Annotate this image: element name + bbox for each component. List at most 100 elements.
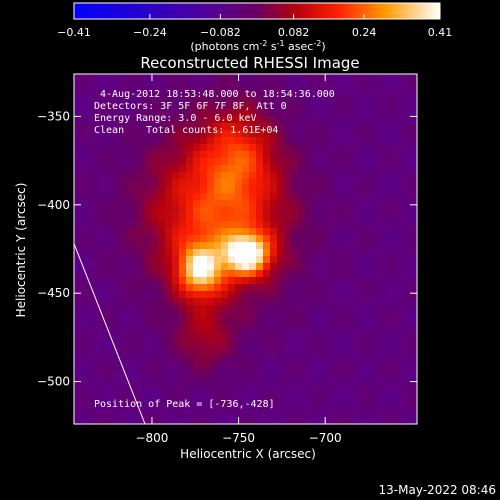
heatmap-cell: [249, 291, 257, 299]
heatmap-cell: [305, 172, 313, 180]
heatmap-cell: [242, 326, 250, 334]
heatmap-cell: [221, 242, 229, 250]
heatmap-cell: [193, 158, 201, 166]
heatmap-cell: [347, 249, 355, 257]
heatmap-cell: [109, 312, 117, 320]
heatmap-cell: [263, 361, 271, 369]
heatmap-cell: [151, 95, 159, 103]
heatmap-cell: [172, 214, 180, 222]
heatmap-cell: [382, 417, 390, 424]
heatmap-cell: [109, 305, 117, 313]
heatmap-cell: [284, 270, 292, 278]
heatmap-cell: [102, 277, 110, 285]
heatmap-cell: [74, 228, 82, 236]
heatmap-cell: [298, 396, 306, 404]
heatmap-cell: [200, 410, 208, 418]
heatmap-cell: [81, 312, 89, 320]
heatmap-cell: [228, 158, 236, 166]
heatmap-cell: [137, 382, 145, 390]
heatmap-cell: [116, 270, 124, 278]
heatmap-cell: [130, 102, 138, 110]
heatmap-cell: [326, 207, 334, 215]
heatmap-cell: [235, 347, 243, 355]
heatmap-cell: [410, 326, 417, 334]
heatmap-cell: [403, 354, 411, 362]
heatmap-cell: [172, 165, 180, 173]
heatmap-cell: [242, 298, 250, 306]
heatmap-cell: [186, 186, 194, 194]
heatmap-image: [74, 74, 417, 424]
heatmap-cell: [81, 214, 89, 222]
heatmap-cell: [403, 305, 411, 313]
heatmap-cell: [130, 284, 138, 292]
heatmap-cell: [326, 368, 334, 376]
heatmap-cell: [193, 340, 201, 348]
heatmap-cell: [319, 389, 327, 397]
heatmap-cell: [235, 165, 243, 173]
heatmap-cell: [88, 291, 96, 299]
heatmap-cell: [298, 368, 306, 376]
heatmap-cell: [95, 270, 103, 278]
heatmap-cell: [263, 109, 271, 117]
heatmap-cell: [312, 235, 320, 243]
heatmap-cell: [305, 389, 313, 397]
heatmap-cell: [144, 95, 152, 103]
heatmap-cell: [305, 291, 313, 299]
heatmap-cell: [277, 102, 285, 110]
heatmap-cell: [368, 137, 376, 145]
heatmap-cell: [319, 417, 327, 424]
heatmap-cell: [347, 312, 355, 320]
heatmap-cell: [207, 179, 215, 187]
heatmap-cell: [81, 158, 89, 166]
heatmap-cell: [109, 347, 117, 355]
heatmap-cell: [389, 186, 397, 194]
heatmap-cell: [319, 298, 327, 306]
heatmap-cell: [312, 228, 320, 236]
heatmap-cell: [228, 95, 236, 103]
heatmap-cell: [354, 235, 362, 243]
heatmap-cell: [312, 81, 320, 89]
heatmap-cell: [95, 95, 103, 103]
heatmap-cell: [172, 172, 180, 180]
heatmap-cell: [270, 88, 278, 96]
heatmap-cell: [179, 242, 187, 250]
heatmap-cell: [81, 228, 89, 236]
heatmap-cell: [347, 375, 355, 383]
heatmap-cell: [235, 102, 243, 110]
heatmap-cell: [312, 291, 320, 299]
heatmap-cell: [291, 130, 299, 138]
heatmap-cell: [228, 312, 236, 320]
heatmap-cell: [291, 123, 299, 131]
heatmap-cell: [200, 186, 208, 194]
heatmap-cell: [200, 354, 208, 362]
heatmap-cell: [130, 179, 138, 187]
heatmap-cell: [368, 417, 376, 424]
heatmap-cell: [88, 221, 96, 229]
heatmap-cell: [277, 186, 285, 194]
heatmap-cell: [284, 389, 292, 397]
heatmap-cell: [382, 200, 390, 208]
heatmap-cell: [221, 277, 229, 285]
heatmap-cell: [88, 144, 96, 152]
heatmap-cell: [263, 102, 271, 110]
heatmap-cell: [88, 228, 96, 236]
heatmap-cell: [200, 417, 208, 424]
heatmap-cell: [382, 361, 390, 369]
heatmap-cell: [221, 396, 229, 404]
heatmap-cell: [298, 263, 306, 271]
heatmap-cell: [277, 375, 285, 383]
heatmap-cell: [277, 284, 285, 292]
heatmap-cell: [221, 151, 229, 159]
heatmap-cell: [242, 256, 250, 264]
heatmap-cell: [396, 277, 404, 285]
heatmap-cell: [298, 137, 306, 145]
heatmap-cell: [235, 333, 243, 341]
heatmap-cell: [228, 263, 236, 271]
heatmap-cell: [193, 74, 201, 82]
heatmap-cell: [382, 319, 390, 327]
heatmap-cell: [270, 284, 278, 292]
heatmap-cell: [284, 291, 292, 299]
heatmap-cell: [382, 130, 390, 138]
heatmap-cell: [298, 172, 306, 180]
heatmap-cell: [123, 305, 131, 313]
